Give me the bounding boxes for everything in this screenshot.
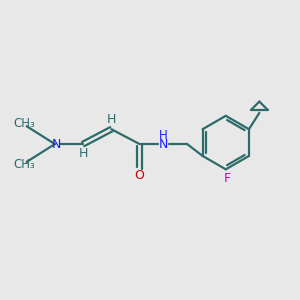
Text: H: H bbox=[78, 147, 88, 160]
Text: CH₃: CH₃ bbox=[14, 158, 35, 171]
Text: H: H bbox=[107, 113, 116, 126]
Text: N: N bbox=[159, 138, 168, 151]
Text: N: N bbox=[52, 138, 61, 151]
Text: F: F bbox=[224, 172, 231, 185]
Text: O: O bbox=[135, 169, 145, 182]
Text: CH₃: CH₃ bbox=[14, 117, 35, 130]
Text: H: H bbox=[159, 129, 168, 142]
